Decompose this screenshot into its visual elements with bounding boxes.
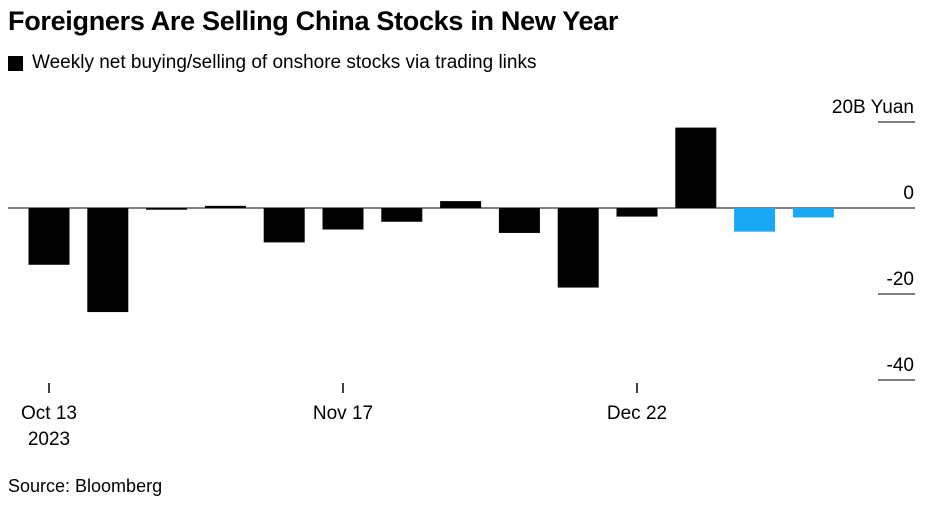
x-tick-label: Nov 17 (313, 403, 373, 424)
legend-label: Weekly net buying/selling of onshore sto… (32, 52, 537, 73)
bar (204, 205, 246, 208)
y-tick-label: -20 (887, 269, 914, 290)
y-tick-label: -40 (887, 355, 914, 376)
x-tick-label: Dec 22 (607, 403, 667, 424)
bar (557, 208, 599, 288)
legend-swatch (8, 55, 23, 71)
bar-chart: 20B Yuan 0 -20 -40 Oct 13 2023 Nov 17 Dec 22 (8, 97, 915, 450)
bar (28, 208, 70, 265)
bar (87, 208, 129, 313)
bar (675, 127, 717, 208)
bar (498, 208, 540, 233)
bar (263, 208, 305, 243)
bar (616, 208, 658, 217)
bar (792, 208, 834, 218)
bar (322, 208, 364, 230)
source-note: Source: Bloomberg (8, 476, 163, 496)
y-tick-label: 0 (903, 183, 914, 204)
legend: Weekly net buying/selling of onshore sto… (8, 52, 536, 74)
x-tick-label-year: 2023 (28, 429, 70, 450)
chart-title: Foreigners Are Selling China Stocks in N… (8, 6, 619, 36)
x-tick-label: Oct 13 (21, 403, 77, 424)
bar (440, 201, 482, 208)
bar (734, 208, 776, 232)
bar (146, 208, 188, 210)
y-tick-label: 20B Yuan (832, 97, 914, 118)
bar (381, 208, 423, 222)
